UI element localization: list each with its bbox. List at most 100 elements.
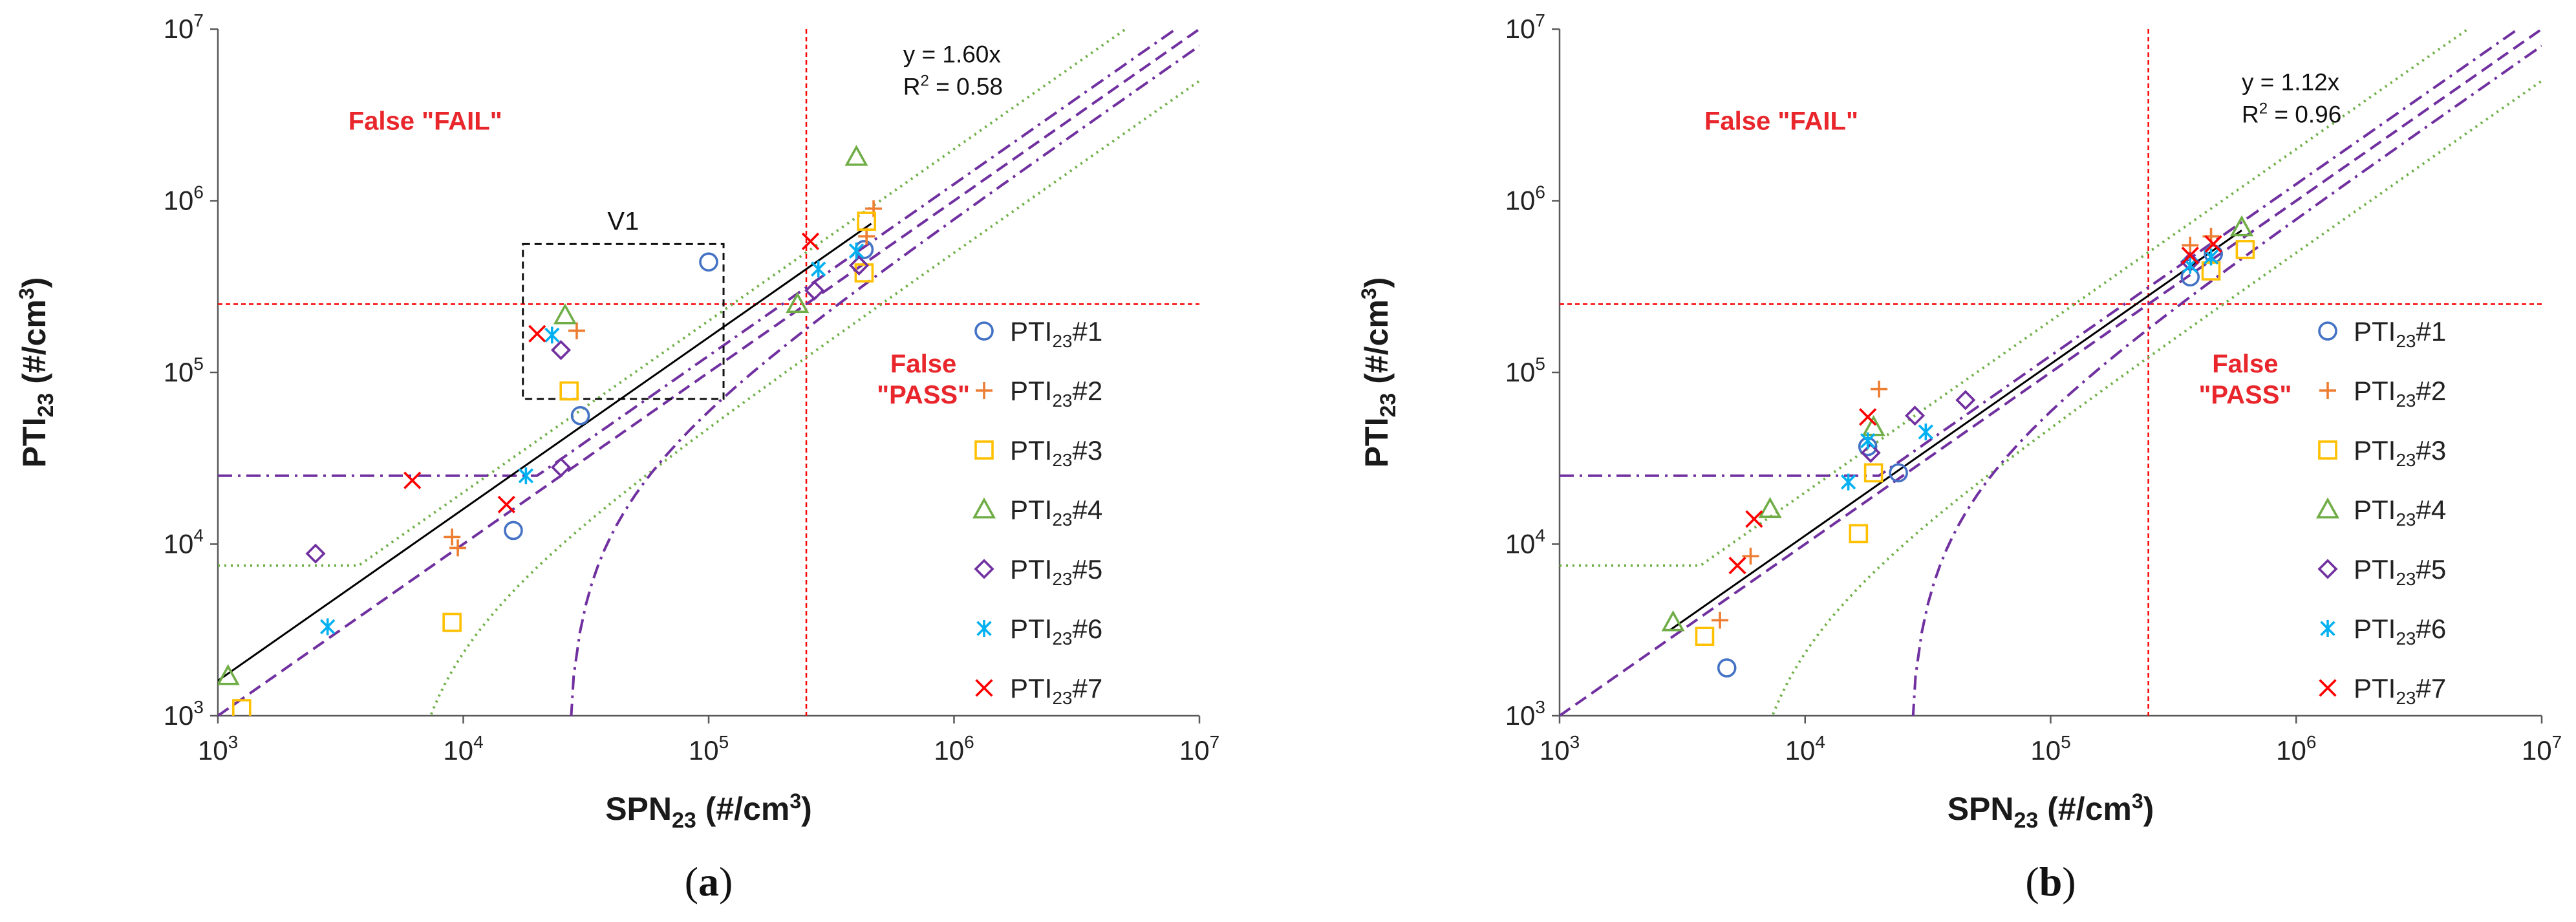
legend-entry: PTI23#1 bbox=[2318, 316, 2447, 351]
x-tick-base: 10 bbox=[443, 735, 473, 766]
region-label-line1: False bbox=[2212, 350, 2278, 378]
green-upper-band bbox=[1560, 29, 2471, 567]
legend-number: #2 bbox=[2416, 376, 2447, 406]
y-tick-exponent: 6 bbox=[193, 182, 204, 202]
purple-center-line bbox=[218, 29, 1199, 716]
series-6 bbox=[1840, 248, 2219, 491]
legend-label: PTI23#4 bbox=[2354, 495, 2446, 530]
marker-square bbox=[559, 381, 579, 401]
marker-plus bbox=[444, 528, 461, 546]
y-tick-exponent: 6 bbox=[1535, 182, 1545, 202]
marker-circle bbox=[570, 406, 590, 425]
x-tick-label: 105 bbox=[689, 732, 729, 766]
x-axis-title-close: ) bbox=[2143, 791, 2154, 827]
panel-label-open: ( bbox=[2025, 859, 2039, 905]
series-6 bbox=[320, 242, 864, 636]
y-tick-base: 10 bbox=[164, 357, 194, 387]
x-axis-title-sup: 3 bbox=[2132, 789, 2143, 813]
legend-name: PTI bbox=[2354, 495, 2396, 525]
fit-equation: y = 1.60x bbox=[903, 41, 1002, 67]
marker-plus bbox=[2319, 382, 2336, 399]
r-squared-sup: 2 bbox=[2259, 100, 2268, 118]
x-axis-title-sub: 23 bbox=[2014, 808, 2039, 833]
marker-asterisk bbox=[811, 261, 826, 278]
y-axis-title-sub: 23 bbox=[34, 393, 58, 418]
green-lower-band bbox=[429, 80, 1199, 716]
y-tick-exponent: 4 bbox=[193, 526, 204, 546]
x-tick-exponent: 3 bbox=[1570, 732, 1580, 752]
marker-circle bbox=[504, 520, 523, 541]
region-label-line2: "PASS" bbox=[877, 381, 970, 409]
marker-asterisk bbox=[544, 327, 560, 344]
marker-triangle bbox=[786, 292, 810, 314]
marker-x bbox=[528, 325, 546, 343]
marker-diamond bbox=[974, 559, 994, 579]
x-tick-exponent: 5 bbox=[2061, 732, 2071, 752]
y-axis-title-main: PTI bbox=[16, 418, 52, 468]
x-tick-label: 105 bbox=[2030, 732, 2070, 766]
marker-square bbox=[854, 263, 874, 283]
legend-entry: PTI23#7 bbox=[975, 673, 1102, 708]
marker-diamond bbox=[305, 543, 326, 564]
legend-number: #1 bbox=[2416, 316, 2447, 347]
panel-label-open: ( bbox=[685, 859, 698, 905]
legend-entry: PTI23#6 bbox=[2320, 614, 2446, 649]
legend-sub: 23 bbox=[1052, 391, 1072, 411]
marker-asterisk bbox=[1918, 423, 1934, 441]
legend-label: PTI23#4 bbox=[1010, 495, 1102, 530]
legend-label: PTI23#6 bbox=[2354, 614, 2446, 649]
y-tick-exponent: 7 bbox=[1535, 10, 1545, 30]
marker-triangle bbox=[1758, 497, 1782, 519]
x-tick-base: 10 bbox=[1785, 735, 1816, 766]
legend-label: PTI23#2 bbox=[2354, 376, 2446, 411]
marker-square bbox=[2318, 440, 2337, 460]
marker-diamond bbox=[2317, 559, 2338, 579]
series-5 bbox=[305, 255, 870, 564]
x-tick-label: 103 bbox=[198, 732, 238, 766]
legend-name: PTI bbox=[2354, 316, 2396, 347]
legend-entry: PTI23#2 bbox=[2319, 376, 2446, 411]
plot-content bbox=[218, 29, 1199, 716]
series-3 bbox=[231, 211, 876, 716]
marker-diamond bbox=[1905, 405, 1926, 426]
legend-number: #6 bbox=[1073, 614, 1103, 644]
region-label: False "PASS" bbox=[877, 350, 970, 409]
legend-number: #6 bbox=[2416, 614, 2447, 644]
series-2 bbox=[1712, 228, 2220, 629]
marker-plus bbox=[1871, 380, 1888, 398]
legend-label: PTI23#5 bbox=[2354, 554, 2446, 589]
marker-plus bbox=[1712, 612, 1729, 629]
series-2 bbox=[444, 200, 883, 557]
y-tick-exponent: 3 bbox=[193, 697, 204, 717]
x-tick-exponent: 7 bbox=[1210, 732, 1220, 752]
x-tick-exponent: 6 bbox=[2306, 732, 2317, 752]
fit-equation: y = 1.12x bbox=[2242, 69, 2340, 96]
region-label-line2: "PASS" bbox=[2198, 381, 2292, 409]
x-axis-title-close: ) bbox=[801, 791, 812, 827]
legend-entry: PTI23#4 bbox=[972, 495, 1102, 530]
legend-number: #7 bbox=[2416, 673, 2447, 703]
y-tick-label: 107 bbox=[164, 10, 204, 44]
y-axis-title-unit: (#/cm bbox=[16, 299, 52, 393]
marker-triangle bbox=[844, 145, 868, 166]
legend-sub: 23 bbox=[1052, 450, 1072, 470]
y-tick-base: 10 bbox=[164, 700, 194, 731]
legend-label: PTI23#3 bbox=[1010, 435, 1102, 470]
y-tick-exponent: 4 bbox=[1535, 526, 1545, 546]
y-tick-base: 10 bbox=[164, 14, 194, 44]
y-axis-title-sup: 3 bbox=[15, 288, 38, 299]
legend-entry: PTI23#4 bbox=[2315, 495, 2446, 530]
y-tick-exponent: 7 bbox=[193, 10, 204, 30]
legend-label: PTI23#1 bbox=[1010, 316, 1102, 351]
y-tick-base: 10 bbox=[1505, 700, 1536, 731]
panel-label-close: ) bbox=[2062, 859, 2076, 905]
region-label-line1: False "FAIL" bbox=[1704, 107, 1858, 135]
green-upper-band bbox=[218, 29, 1128, 567]
r-squared-sup: 2 bbox=[920, 72, 928, 89]
legend-number: #5 bbox=[2416, 554, 2447, 584]
legend-entry: PTI23#5 bbox=[974, 554, 1102, 589]
r-squared-value: = 0.58 bbox=[929, 73, 1003, 100]
y-tick-label: 104 bbox=[164, 526, 204, 559]
y-tick-label: 103 bbox=[164, 697, 204, 731]
